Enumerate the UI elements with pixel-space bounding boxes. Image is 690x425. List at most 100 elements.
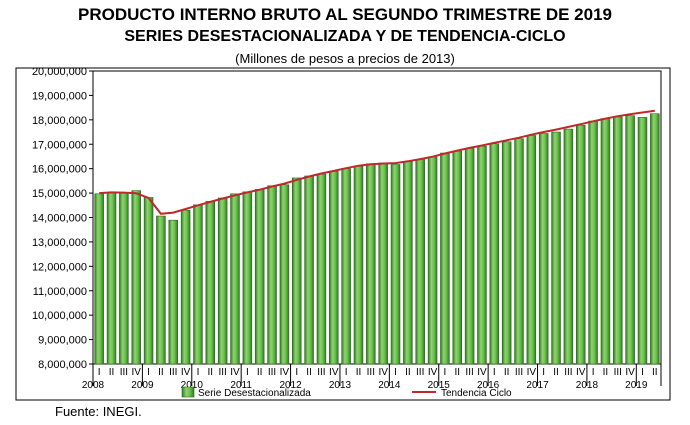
year-tick-label: 2014 <box>378 380 401 391</box>
bar-seasonally-adjusted <box>106 192 117 365</box>
y-tick-label: 16,000,000 <box>32 164 87 176</box>
quarter-tick-label: III <box>367 367 375 378</box>
year-tick-label: 2008 <box>82 380 105 391</box>
bar-seasonally-adjusted <box>650 113 660 365</box>
bar-seasonally-adjusted <box>329 171 339 365</box>
quarter-tick-label: II <box>504 367 510 378</box>
year-tick-label: 2019 <box>625 380 648 391</box>
bar-seasonally-adjusted <box>279 184 290 365</box>
y-tick-label: 8,000,000 <box>38 359 87 371</box>
bar-seasonally-adjusted <box>613 116 623 365</box>
bar-seasonally-adjusted <box>353 165 364 365</box>
bar-seasonally-adjusted <box>341 168 351 365</box>
quarter-tick-label: IV <box>527 367 537 378</box>
y-tick-label: 11,000,000 <box>33 286 87 298</box>
y-tick-label: 10,000,000 <box>32 310 87 322</box>
y-tick-label: 13,000,000 <box>32 237 87 249</box>
quarter-tick-label: I <box>197 367 200 378</box>
bar-seasonally-adjusted <box>291 177 302 365</box>
y-tick-label: 18,000,000 <box>32 115 87 127</box>
quarter-tick-label: III <box>564 367 572 378</box>
year-tick-label: 2009 <box>131 380 154 391</box>
quarter-tick-label: IV <box>230 367 240 378</box>
bar-seasonally-adjusted <box>600 118 611 365</box>
bar-seasonally-adjusted <box>217 197 228 365</box>
legend-bar-swatch <box>181 386 195 398</box>
bar-seasonally-adjusted <box>304 175 314 365</box>
quarter-tick-label: IV <box>329 367 339 378</box>
quarter-tick-label: III <box>614 367 622 378</box>
y-tick-label: 14,000,000 <box>32 213 87 225</box>
bar-seasonally-adjusted <box>452 150 463 365</box>
quarter-tick-label: III <box>169 367 177 378</box>
bar-seasonally-adjusted <box>501 141 512 365</box>
quarter-tick-label: II <box>306 367 312 378</box>
bar-seasonally-adjusted <box>538 133 549 365</box>
year-tick-label: 2013 <box>329 380 352 391</box>
y-tick-label: 9,000,000 <box>38 335 87 347</box>
year-tick-label: 2011 <box>230 380 252 391</box>
quarter-tick-label: I <box>394 367 397 378</box>
y-tick-label: 19,000,000 <box>32 90 87 102</box>
bar-seasonally-adjusted <box>119 192 129 365</box>
year-tick-label: 2010 <box>181 380 204 391</box>
quarter-tick-label: IV <box>625 367 635 378</box>
quarter-tick-label: III <box>416 367 424 378</box>
bar-seasonally-adjusted <box>390 164 401 365</box>
quarter-tick-label: III <box>268 367 276 378</box>
bar-seasonally-adjusted <box>366 163 376 365</box>
bar-seasonally-adjusted <box>625 115 635 365</box>
bar-seasonally-adjusted <box>403 161 413 365</box>
bar-seasonally-adjusted <box>415 159 425 365</box>
bar-seasonally-adjusted <box>575 124 586 365</box>
quarter-tick-label: II <box>652 367 658 378</box>
quarter-tick-label: IV <box>378 367 388 378</box>
bar-seasonally-adjusted <box>143 197 154 365</box>
quarter-tick-label: II <box>356 367 362 378</box>
chart-title: PRODUCTO INTERNO BRUTO AL SEGUNDO TRIMES… <box>78 5 612 24</box>
quarter-tick-label: II <box>405 367 411 378</box>
bar-seasonally-adjusted <box>378 162 388 365</box>
y-tick-label: 17,000,000 <box>32 139 87 151</box>
quarter-tick-label: IV <box>131 367 141 378</box>
chart-frame <box>15 67 671 401</box>
quarter-tick-label: III <box>465 367 473 378</box>
bar-seasonally-adjusted <box>131 190 141 365</box>
quarter-tick-label: I <box>592 367 595 378</box>
year-tick-label: 2012 <box>279 380 302 391</box>
quarter-tick-label: I <box>147 367 150 378</box>
quarter-tick-label: IV <box>477 367 487 378</box>
chart-title-line2: SERIES DESESTACIONALIZADA Y DE TENDENCIA… <box>124 28 566 45</box>
bar-seasonally-adjusted <box>526 135 537 365</box>
bar-seasonally-adjusted <box>563 128 574 365</box>
quarter-tick-label: I <box>444 367 447 378</box>
chart-subtitle: (Millones de pesos a precios de 2013) <box>235 51 455 66</box>
bar-seasonally-adjusted <box>168 219 179 365</box>
trend-cycle-line <box>99 109 655 215</box>
bar-seasonally-adjusted <box>440 152 450 365</box>
bar-seasonally-adjusted <box>464 148 475 365</box>
quarter-tick-label: I <box>345 367 348 378</box>
quarter-tick-label: II <box>257 367 263 378</box>
bar-seasonally-adjusted <box>254 189 265 365</box>
legend-label-bars: Serie Desestacionalizada <box>198 388 311 399</box>
bar-seasonally-adjusted <box>489 143 500 365</box>
bar-seasonally-adjusted <box>514 138 524 365</box>
quarter-tick-label: I <box>246 367 249 378</box>
quarter-tick-label: I <box>641 367 644 378</box>
bar-seasonally-adjusted <box>230 193 240 365</box>
legend-label-line: Tendencia Ciclo <box>441 388 512 399</box>
bar-seasonally-adjusted <box>637 117 648 365</box>
quarter-tick-label: II <box>208 367 214 378</box>
bar-seasonally-adjusted <box>193 204 203 365</box>
bar-seasonally-adjusted <box>588 120 598 365</box>
quarter-tick-label: I <box>98 367 101 378</box>
quarter-tick-label: III <box>120 367 128 378</box>
year-tick-label: 2016 <box>477 380 500 391</box>
quarter-tick-label: I <box>493 367 496 378</box>
bar-seasonally-adjusted <box>94 193 104 365</box>
quarter-tick-label: II <box>603 367 609 378</box>
quarter-tick-label: I <box>295 367 298 378</box>
quarter-tick-label: III <box>218 367 226 378</box>
bar-seasonally-adjusted <box>242 191 253 365</box>
